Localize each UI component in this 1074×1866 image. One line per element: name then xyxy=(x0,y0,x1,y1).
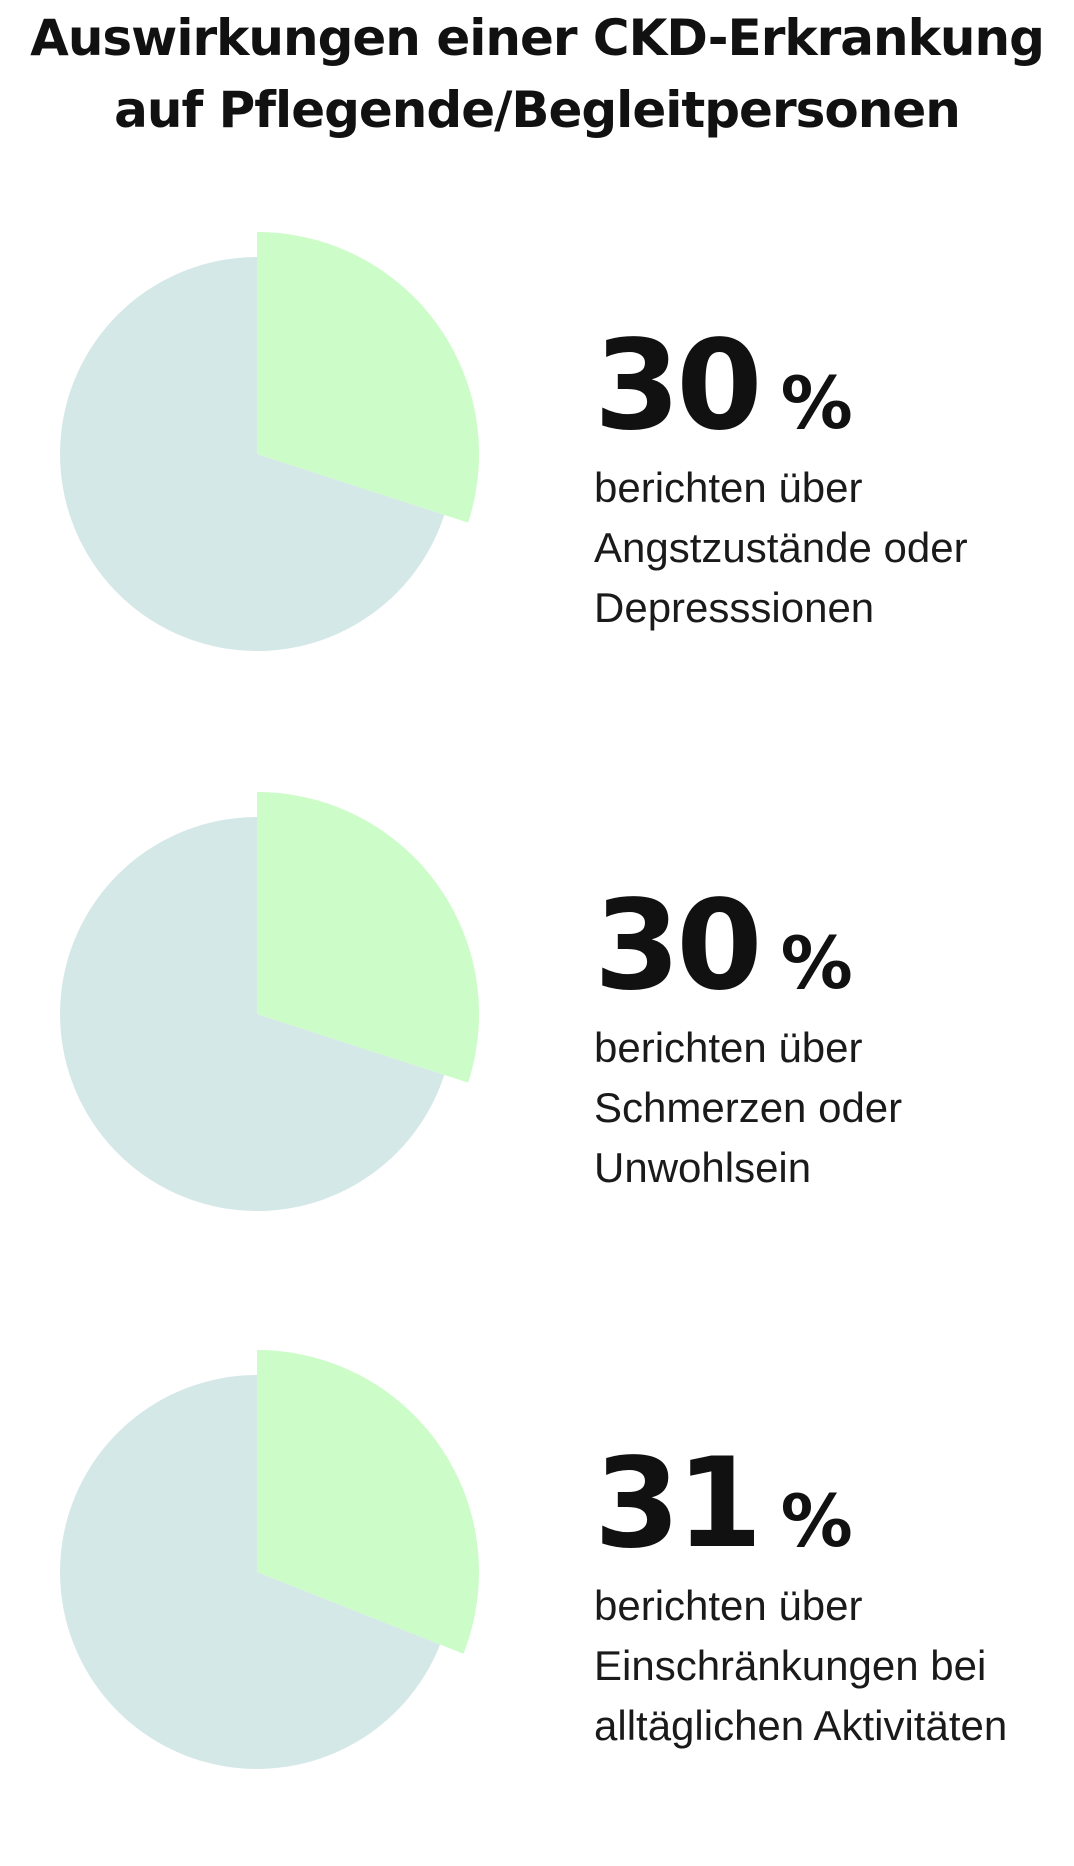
stat-description-line: Angstzustände oder xyxy=(594,524,968,571)
stat-unit: % xyxy=(780,1479,853,1563)
stat-description-line: berichten über xyxy=(594,1582,863,1629)
stat-description-line: Depresssionen xyxy=(594,584,875,631)
pie-slice-rest xyxy=(60,1375,441,1769)
stat-value: 30 xyxy=(594,874,763,1018)
pie-slice-highlight xyxy=(257,792,479,1083)
stat-description-line: alltäglichen Aktivitäten xyxy=(594,1702,1008,1749)
pie-chart-1 xyxy=(60,232,479,651)
stat-block-2: 30% berichten über Schmerzen oder Unwohl… xyxy=(594,884,902,1198)
stat-description: berichten über Schmerzen oder Unwohlsein xyxy=(594,1018,902,1198)
stat-figure: 30% xyxy=(594,884,902,1008)
title-line-2: auf Pflegende/Begleitpersonen xyxy=(114,81,961,139)
stat-unit: % xyxy=(780,921,853,1005)
stat-value: 30 xyxy=(594,314,763,458)
stat-block-1: 30% berichten über Angstzustände oder De… xyxy=(594,324,968,638)
pie-slice-rest xyxy=(60,817,445,1211)
stat-figure: 31% xyxy=(594,1442,1007,1566)
pie-slice-highlight xyxy=(257,232,479,523)
pie-slice-rest xyxy=(60,257,445,651)
stat-description: berichten über Einschränkungen bei alltä… xyxy=(594,1576,1007,1756)
stat-figure: 30% xyxy=(594,324,968,448)
pie-chart-3 xyxy=(60,1350,479,1769)
stat-unit: % xyxy=(780,361,853,445)
pie-chart-2 xyxy=(60,792,479,1211)
stat-description-line: Einschränkungen bei xyxy=(594,1642,987,1689)
pie-slice-highlight xyxy=(257,1350,479,1654)
page-title: Auswirkungen einer CKD-Erkrankung auf Pf… xyxy=(0,2,1074,146)
stat-description-line: Schmerzen oder xyxy=(594,1084,903,1131)
stat-description: berichten über Angstzustände oder Depres… xyxy=(594,458,968,638)
stat-description-line: Unwohlsein xyxy=(594,1144,812,1191)
stat-row-1: 30% berichten über Angstzustände oder De… xyxy=(0,232,1074,652)
title-line-1: Auswirkungen einer CKD-Erkrankung xyxy=(30,9,1045,67)
stat-description-line: berichten über xyxy=(594,1024,863,1071)
stat-description-line: berichten über xyxy=(594,464,863,511)
stat-row-3: 31% berichten über Einschränkungen bei a… xyxy=(0,1350,1074,1770)
stat-value: 31 xyxy=(594,1432,763,1576)
stat-block-3: 31% berichten über Einschränkungen bei a… xyxy=(594,1442,1007,1756)
stat-row-2: 30% berichten über Schmerzen oder Unwohl… xyxy=(0,792,1074,1212)
